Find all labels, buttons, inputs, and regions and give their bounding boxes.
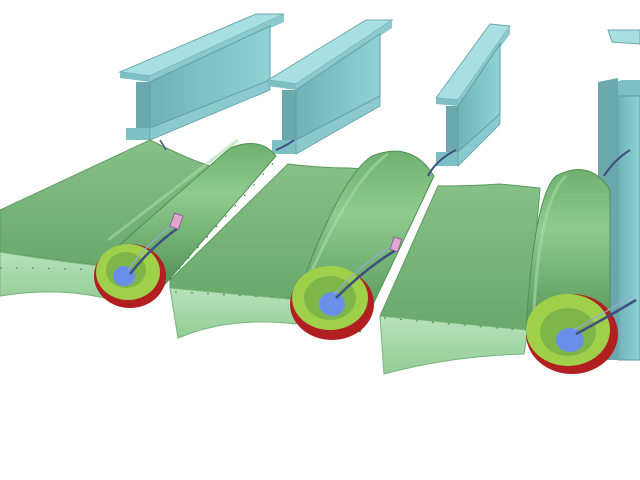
roller-1 (94, 138, 277, 308)
roller-2-clip (389, 236, 403, 253)
steel-beam-1 (118, 13, 285, 141)
steel-beam-2 (266, 19, 394, 155)
roller-3-end-cap (526, 294, 618, 374)
steel-beam-3 (435, 23, 511, 167)
roller-1-clip (169, 212, 184, 230)
membrane-panel-3 (379, 183, 541, 375)
roller-2-cable (335, 248, 397, 299)
roller-3 (525, 149, 637, 374)
roller-1-cable (129, 226, 179, 275)
roller-2 (290, 149, 457, 340)
steel-beam-4 (598, 29, 640, 361)
roller-2-end-cap (290, 266, 374, 340)
connector-cable-1 (275, 139, 295, 151)
membrane-panel-2 (169, 163, 375, 339)
roller-2-hub (319, 292, 345, 316)
roller-3-cable (575, 298, 637, 336)
roller-1-end-cap (94, 244, 166, 308)
roller-1-hub (113, 266, 135, 286)
